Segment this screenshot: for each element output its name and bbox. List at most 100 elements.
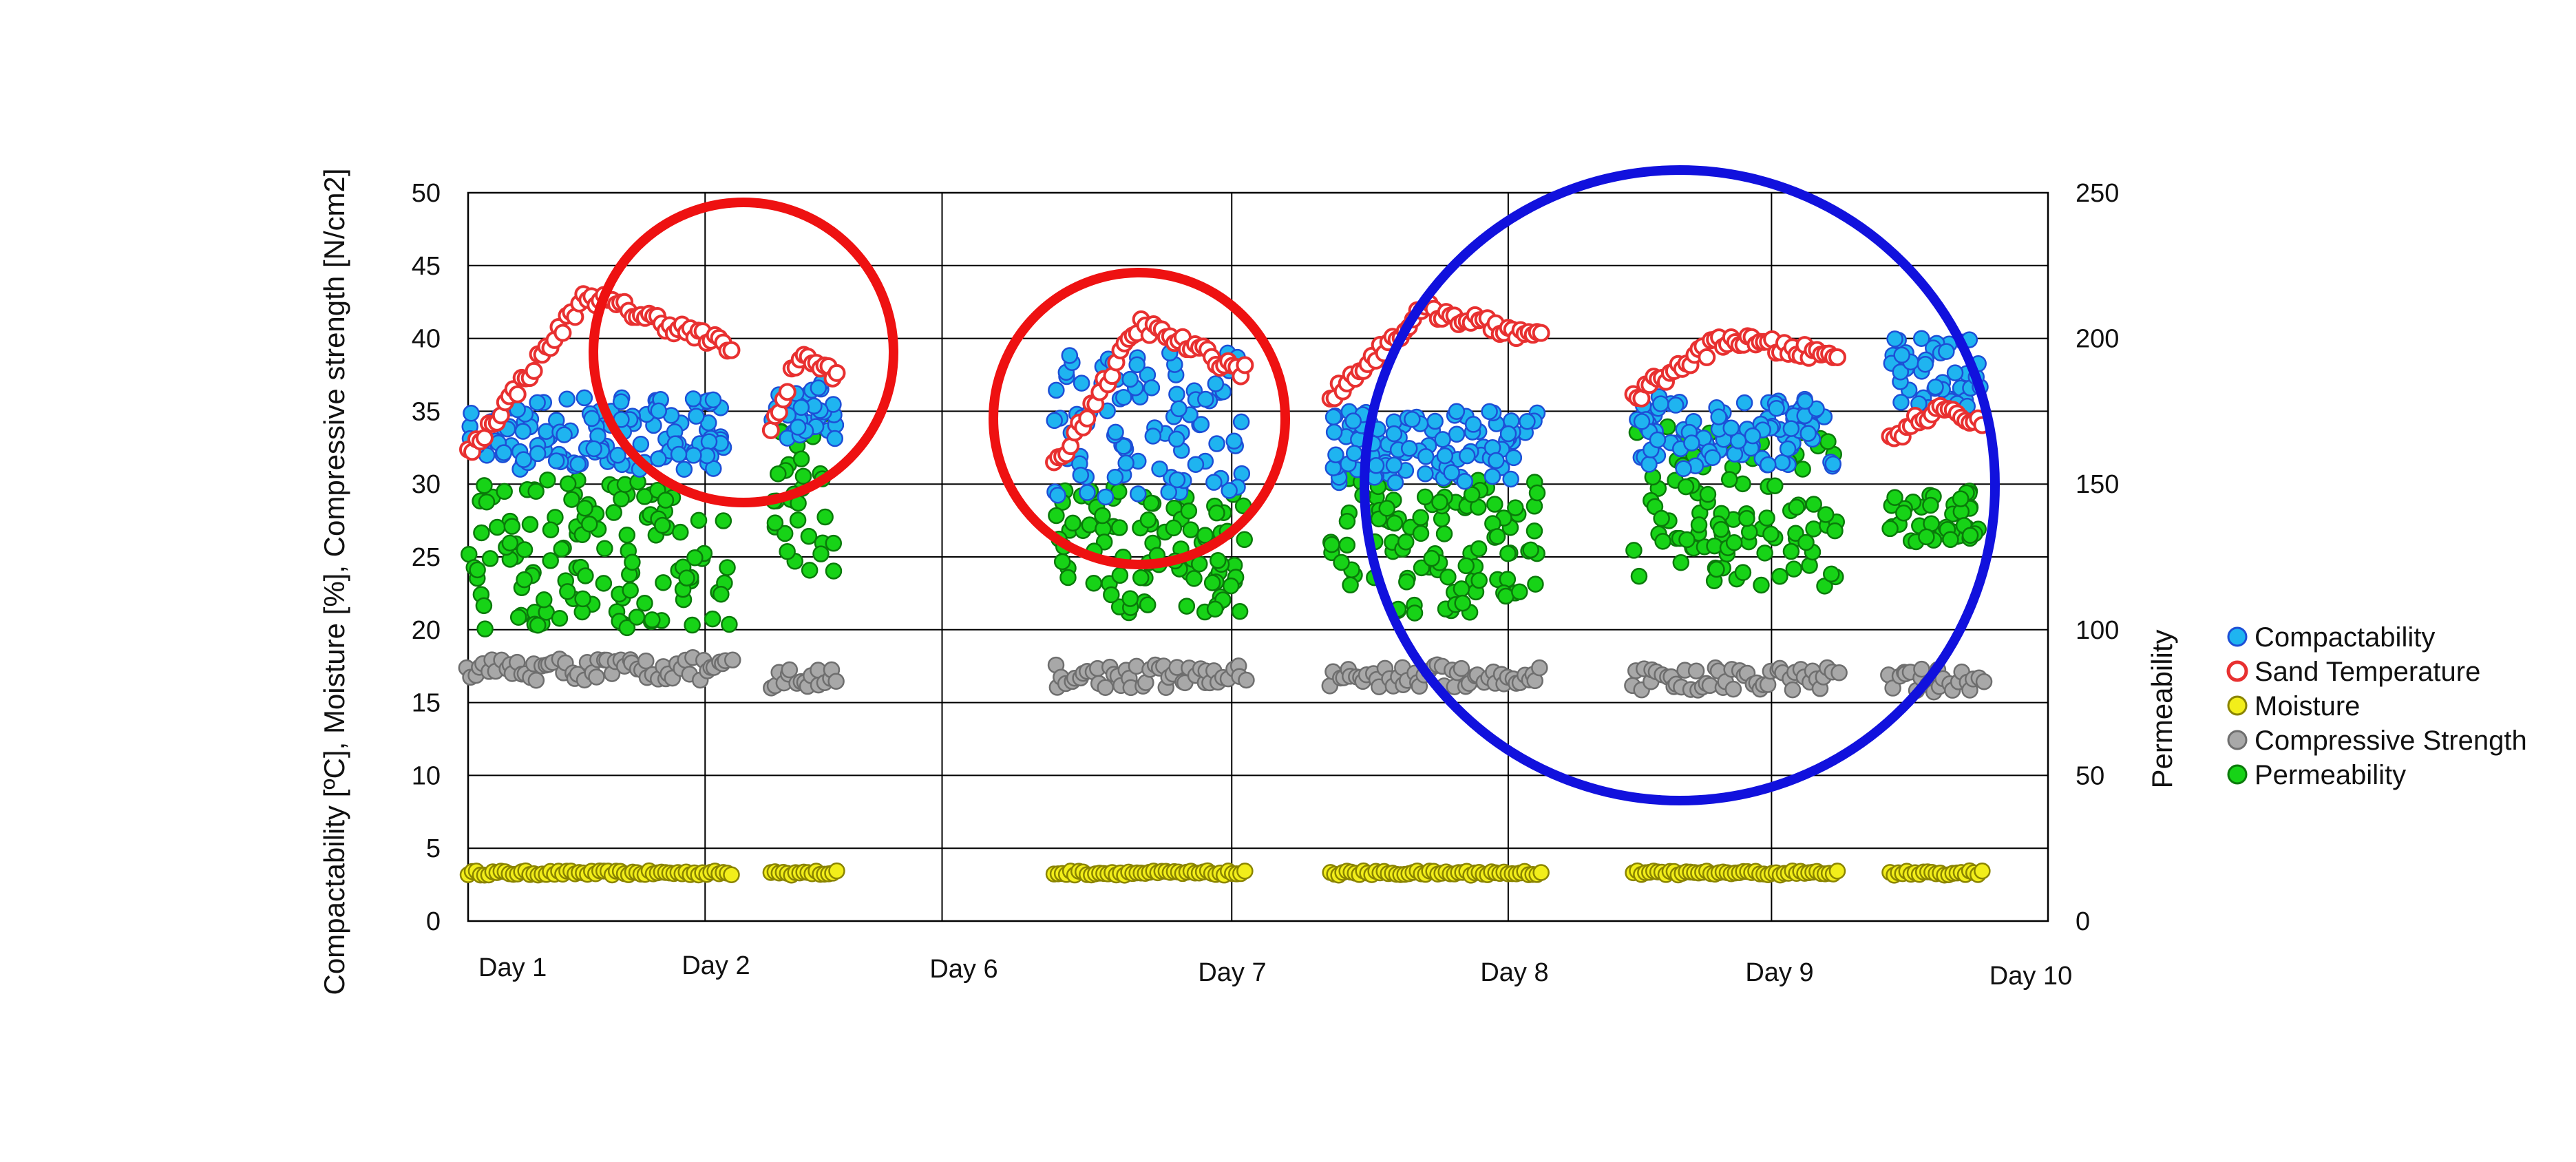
point-permeability [475,597,493,615]
point-compactability [495,444,513,461]
point-compressive-strength [527,672,545,689]
point-permeability [1463,486,1481,503]
point-permeability [690,511,708,529]
point-permeability [801,562,819,579]
point-permeability [789,511,807,529]
point-compactability [1448,403,1466,420]
point-permeability [1185,570,1203,587]
point-compactability [556,426,573,443]
left-tick-label: 5 [426,834,441,863]
point-permeability [1756,545,1773,562]
point-compactability [1824,455,1842,473]
point-compactability [1417,447,1435,465]
point-permeability [800,527,818,545]
point-permeability [1470,571,1488,589]
point-permeability [1625,542,1643,559]
point-permeability [496,483,513,500]
point-permeability [794,467,812,485]
point-sand-temperature [1236,356,1254,374]
point-moisture [1974,863,1991,880]
point-compressive-strength [1238,671,1255,689]
point-permeability [605,504,622,521]
point-sand-temperature [778,383,796,401]
point-permeability [1398,573,1415,591]
point-permeability [1654,533,1671,550]
point-permeability [542,552,559,569]
point-compactability [1208,435,1225,452]
annotation-circle [589,198,898,507]
point-compressive-strength [781,661,799,679]
point-compactability [1106,469,1124,486]
point-permeability [577,567,594,584]
point-compactability [1481,403,1498,421]
point-permeability [1528,484,1546,502]
point-permeability [1139,596,1157,613]
point-permeability [551,609,569,627]
point-compressive-strength [1097,679,1114,696]
x-day-label: Day 1 [478,953,547,982]
point-compactability [1938,343,1955,360]
point-compactability [1143,379,1161,397]
point-compactability [585,440,602,458]
legend-marker-moisture [2227,695,2248,716]
point-sand-temperature [525,361,543,380]
point-sand-temperature [475,429,494,447]
point-compactability [1327,446,1344,464]
point-compressive-strength [588,668,605,686]
point-permeability [1236,531,1253,549]
point-compactability [1799,425,1817,442]
point-compactability [1130,485,1147,503]
point-compactability [1073,374,1090,392]
point-permeability [596,540,613,558]
point-compactability [1344,412,1362,430]
annotation-circles [589,165,2000,805]
point-compactability [1115,438,1132,455]
point-permeability [1721,471,1738,488]
point-compressive-strength [637,652,655,670]
point-permeability [1338,536,1356,554]
point-compactability [612,393,630,410]
point-permeability [501,534,519,552]
point-permeability [1922,496,1939,514]
left-tick-label: 25 [412,543,441,572]
left-tick-label: 15 [412,689,441,718]
y-axis-label-right: Permeability [2146,629,2178,788]
right-tick-label: 250 [2076,179,2119,208]
point-compactability [1205,474,1223,491]
point-permeability [1785,560,1803,578]
point-compactability [1061,347,1079,364]
point-sand-temperature [827,363,846,382]
point-compactability [1633,413,1651,430]
point-permeability [563,491,580,508]
point-compactability [685,447,702,464]
point-permeability [704,610,721,628]
point-permeability [1771,568,1788,585]
point-permeability [1734,564,1752,581]
point-permeability [1678,531,1696,549]
left-tick-label: 30 [412,470,441,499]
point-sand-temperature [553,324,572,342]
point-permeability [613,490,630,508]
point-compactability [538,423,555,440]
point-permeability [1741,523,1758,541]
point-moisture [723,866,740,883]
point-permeability [1712,520,1730,538]
point-permeability [655,574,672,591]
point-permeability [1412,525,1430,542]
annotation-circle [989,268,1290,569]
point-moisture [828,862,845,880]
point-permeability [553,540,570,558]
point-permeability [539,471,556,489]
point-compressive-strength [1913,660,1930,678]
point-compactability [1782,420,1800,437]
point-compactability [1760,456,1777,474]
point-permeability [509,609,527,626]
point-compactability [1456,472,1474,490]
point-permeability [1826,522,1844,540]
point-permeability [1817,506,1835,523]
point-permeability [1110,519,1128,536]
point-permeability [1486,496,1503,513]
point-permeability [527,483,545,500]
point-compactability [1484,467,1501,485]
